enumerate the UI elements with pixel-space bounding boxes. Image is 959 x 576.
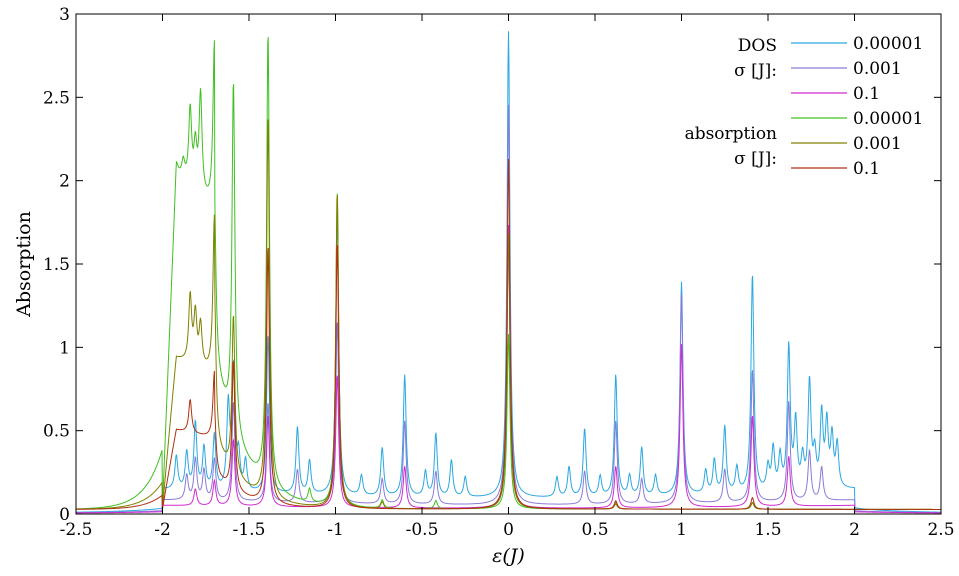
legend: 0.00001 0.001 0.1 0.00001 0.001 0.1 DOS σ [J]: a… [685, 34, 924, 179]
series-layer [75, 31, 942, 514]
x-tick-label: 1.5 [754, 520, 781, 540]
x-tick-label: -2 [154, 520, 171, 540]
legend-label: 0.1 [853, 84, 880, 104]
y-tick-label: 1 [59, 338, 70, 358]
legend-group-label: σ [J]: [734, 61, 777, 81]
y-tick-label: 2 [59, 172, 70, 192]
series-line-2 [76, 224, 941, 514]
ticks-layer: -2.5 -2 -1.5 -1 -0.5 0 0.5 1 1.5 2 2.5 0 0.5 1 1.5 2 2.5… [43, 5, 955, 540]
legend-label: 0.1 [853, 159, 880, 179]
y-tick-label: 0 [59, 505, 70, 525]
x-tick-label: -1.5 [233, 520, 266, 540]
x-tick-label: -0.5 [406, 520, 439, 540]
series-line-1 [75, 104, 941, 514]
y-axis-title: Absorption [13, 211, 35, 318]
x-tick-label: 1 [676, 520, 687, 540]
y-tick-label: 1.5 [43, 255, 70, 275]
series-line-5 [76, 159, 941, 510]
series-line-0 [75, 31, 942, 513]
x-tick-label: -2.5 [60, 520, 93, 540]
x-tick-label: 0.5 [581, 520, 608, 540]
x-tick-label: 2.5 [927, 520, 954, 540]
y-tick-label: 3 [59, 5, 70, 25]
legend-label: 0.00001 [853, 34, 923, 54]
y-tick-label: 2.5 [43, 88, 70, 108]
x-axis-title: ε(J) [492, 545, 525, 567]
y-tick-label: 0.5 [43, 422, 70, 442]
legend-label: 0.001 [853, 59, 902, 79]
x-tick-label: 2 [849, 520, 860, 540]
x-tick-label: -1 [327, 520, 344, 540]
legend-label: 0.00001 [853, 109, 923, 129]
legend-group-label: DOS [738, 36, 777, 56]
x-tick-label: 0 [503, 520, 514, 540]
legend-group-label: absorption [685, 124, 777, 144]
legend-label: 0.001 [853, 134, 902, 154]
plot-frame [75, 13, 942, 515]
legend-group-label: σ [J]: [734, 149, 777, 169]
